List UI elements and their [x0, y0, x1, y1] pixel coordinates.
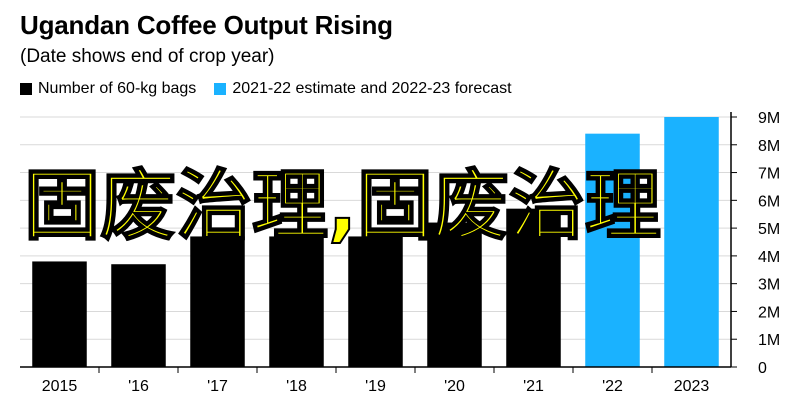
chart-legend: Number of 60-kg bags 2021-22 estimate an…	[20, 80, 512, 98]
legend-label-actual: Number of 60-kg bags	[38, 80, 197, 97]
bar	[664, 117, 719, 367]
y-tick-label: 0	[758, 360, 767, 377]
x-tick-label: '18	[286, 378, 307, 395]
x-tick-label: '20	[444, 378, 465, 395]
chart-subtitle: (Date shows end of crop year)	[20, 46, 275, 67]
legend-swatch-forecast	[214, 83, 227, 95]
bar	[427, 222, 482, 367]
y-tick-label: 9M	[758, 110, 780, 127]
legend-item-forecast: 2021-22 estimate and 2022-23 forecast	[214, 80, 512, 98]
y-tick-label: 4M	[758, 249, 780, 266]
x-tick-label: '22	[602, 378, 623, 395]
x-tick-label: '16	[128, 378, 149, 395]
bar	[32, 261, 87, 367]
bar	[348, 236, 403, 367]
x-tick-label: '19	[365, 378, 386, 395]
x-tick-label: '17	[207, 378, 228, 395]
x-tick-label: 2023	[674, 378, 710, 395]
y-tick-label: 6M	[758, 193, 780, 210]
bar	[585, 133, 640, 367]
bar	[506, 208, 561, 367]
y-tick-label: 5M	[758, 221, 780, 238]
chart-title: Ugandan Coffee Output Rising	[20, 10, 393, 40]
x-tick-label: '21	[523, 378, 544, 395]
bar	[269, 236, 324, 367]
bar	[190, 236, 245, 367]
y-tick-label: 8M	[758, 138, 780, 155]
x-tick-label: 2015	[42, 378, 78, 395]
legend-label-forecast: 2021-22 estimate and 2022-23 forecast	[232, 80, 512, 97]
y-tick-label: 7M	[758, 166, 780, 183]
bar	[111, 264, 166, 367]
y-tick-label: 2M	[758, 304, 780, 321]
legend-swatch-actual	[20, 83, 32, 95]
y-tick-label: 1M	[758, 332, 780, 349]
legend-item-actual: Number of 60-kg bags	[20, 80, 196, 98]
y-tick-label: 3M	[758, 277, 780, 294]
watermark-overlay: 固废治理,固废治理	[23, 161, 662, 250]
